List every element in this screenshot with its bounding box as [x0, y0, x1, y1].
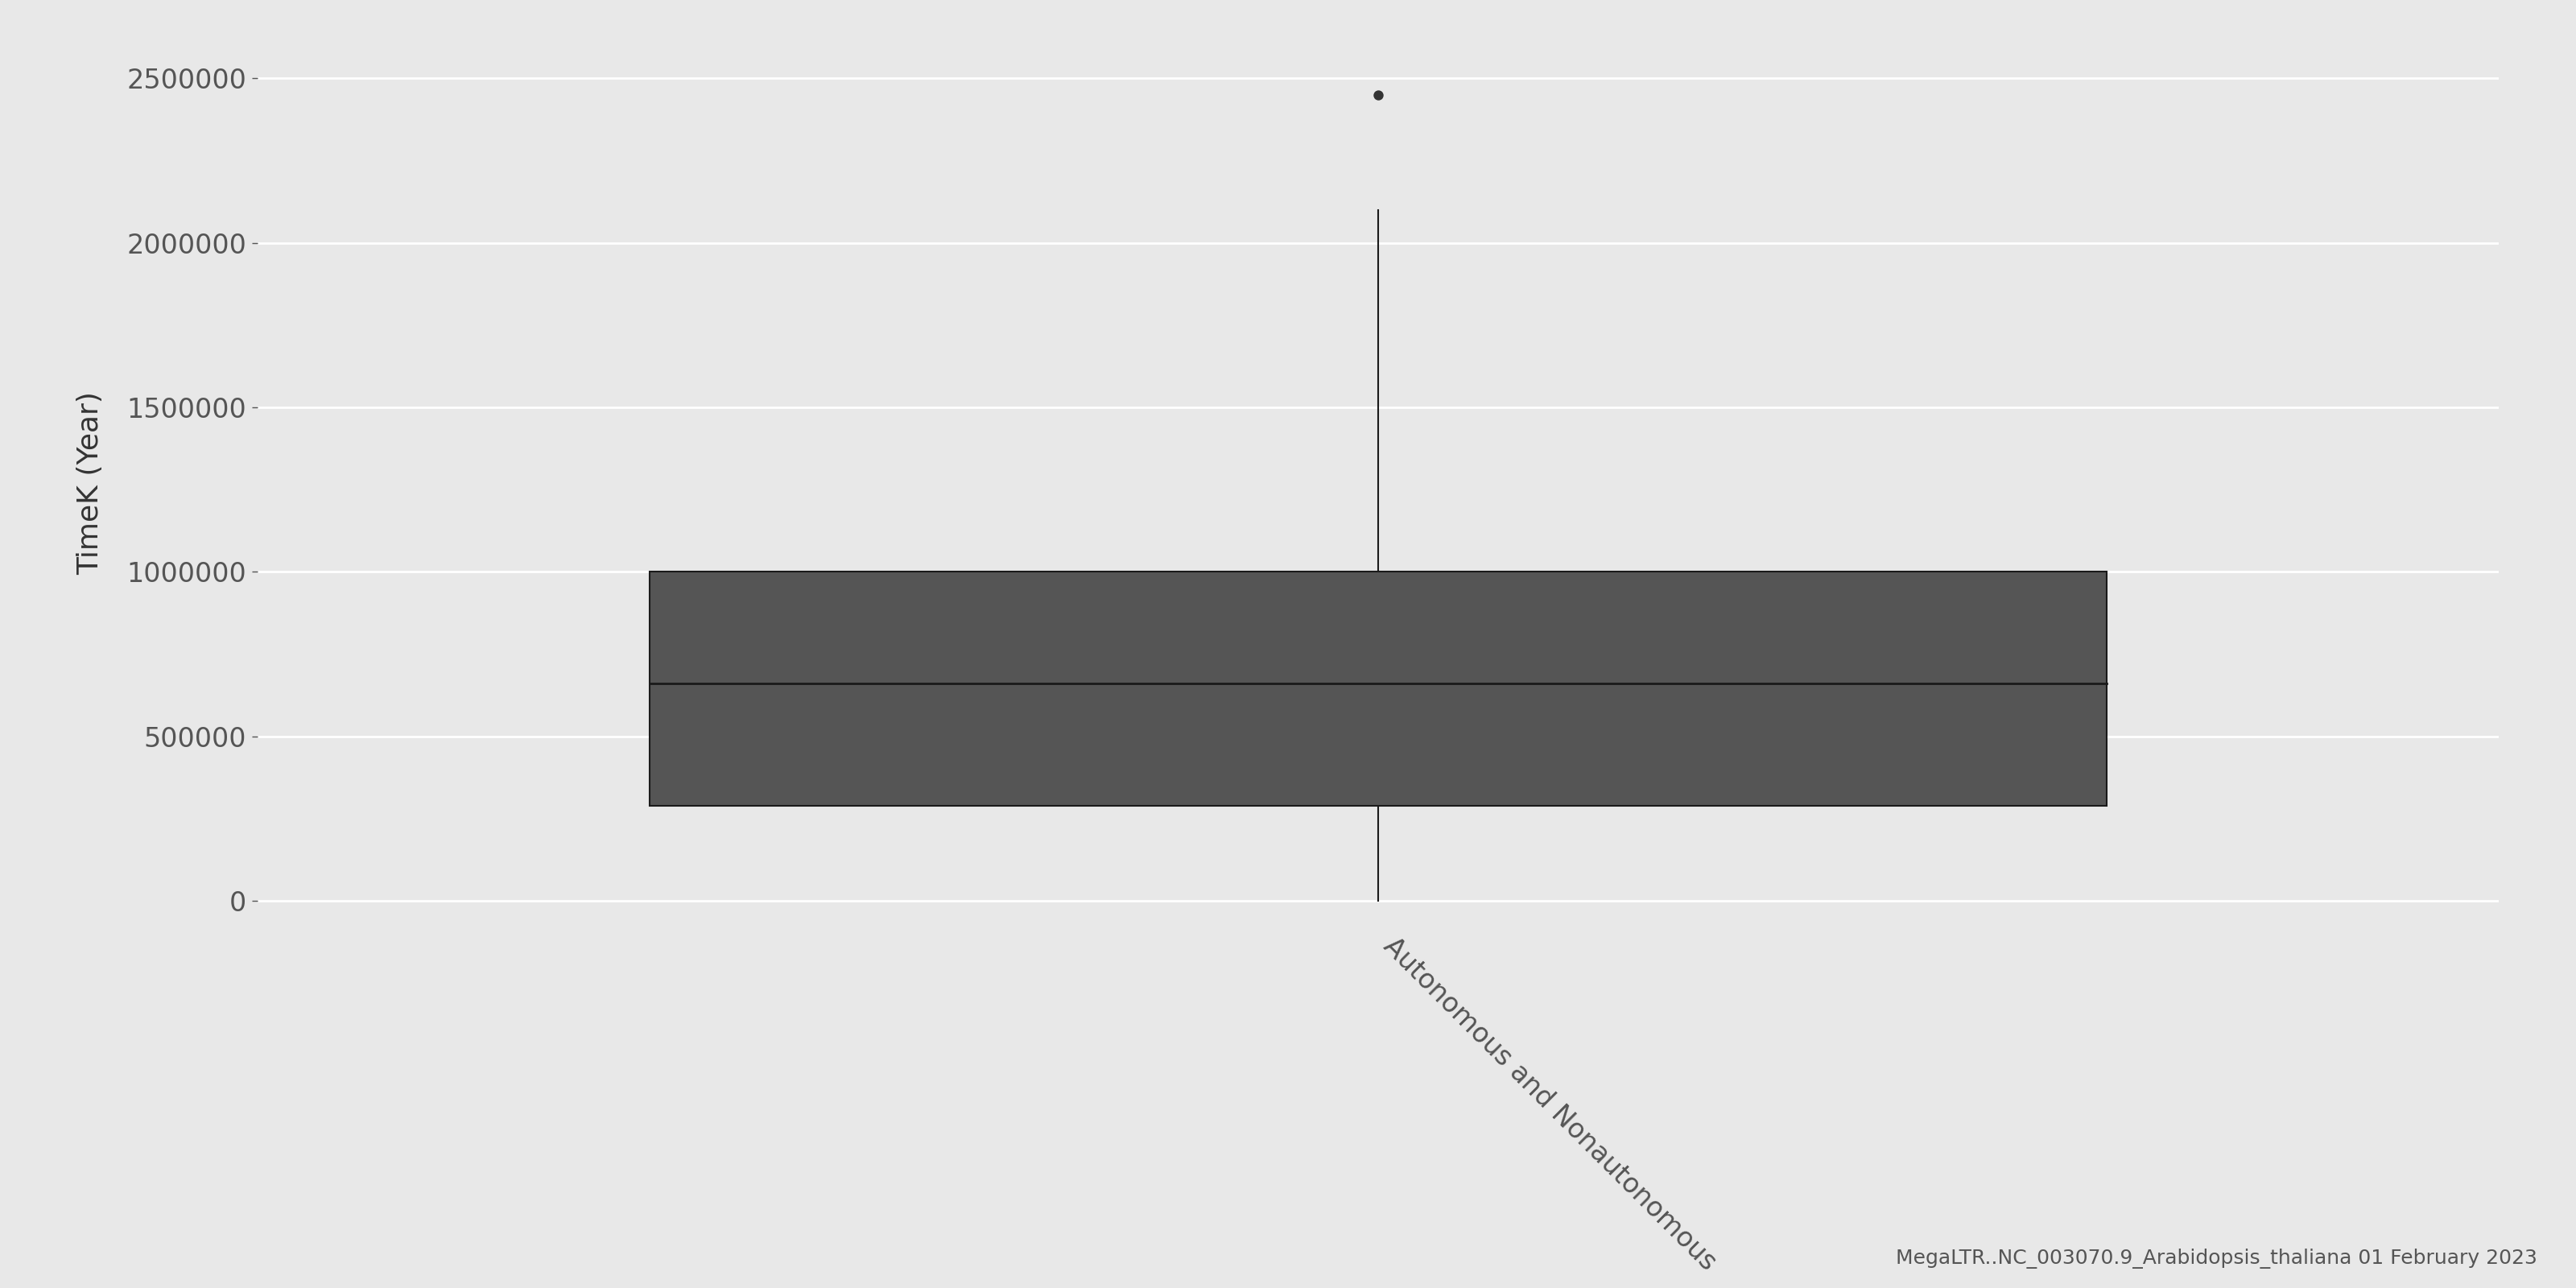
Point: [1358, 84, 1399, 104]
Bar: [649, 572, 2107, 805]
Text: MegaLTR..NC_003070.9_Arabidopsis_thaliana 01 February 2023: MegaLTR..NC_003070.9_Arabidopsis_thalian…: [1896, 1248, 2537, 1269]
Y-axis label: TimeK (Year): TimeK (Year): [77, 392, 103, 574]
